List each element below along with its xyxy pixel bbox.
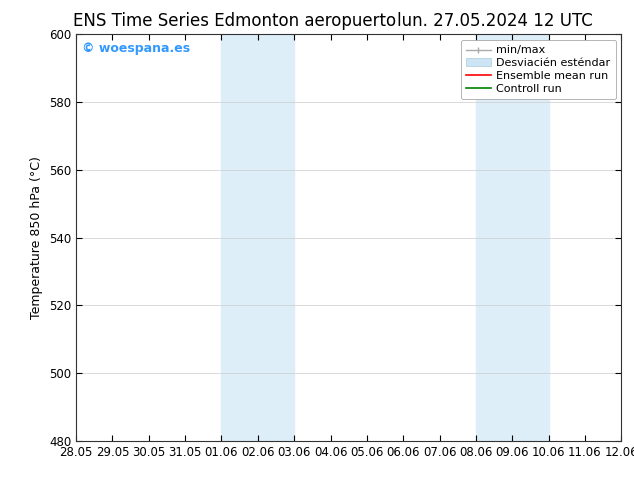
Y-axis label: Temperature 850 hPa (°C): Temperature 850 hPa (°C): [30, 156, 43, 319]
Bar: [221, 34, 294, 441]
Text: ENS Time Series Edmonton aeropuerto: ENS Time Series Edmonton aeropuerto: [73, 12, 396, 30]
Bar: [476, 34, 548, 441]
Text: lun. 27.05.2024 12 UTC: lun. 27.05.2024 12 UTC: [397, 12, 592, 30]
Legend: min/max, Desviacién esténdar, Ensemble mean run, Controll run: min/max, Desviacién esténdar, Ensemble m…: [460, 40, 616, 99]
Text: © woespana.es: © woespana.es: [82, 43, 190, 55]
